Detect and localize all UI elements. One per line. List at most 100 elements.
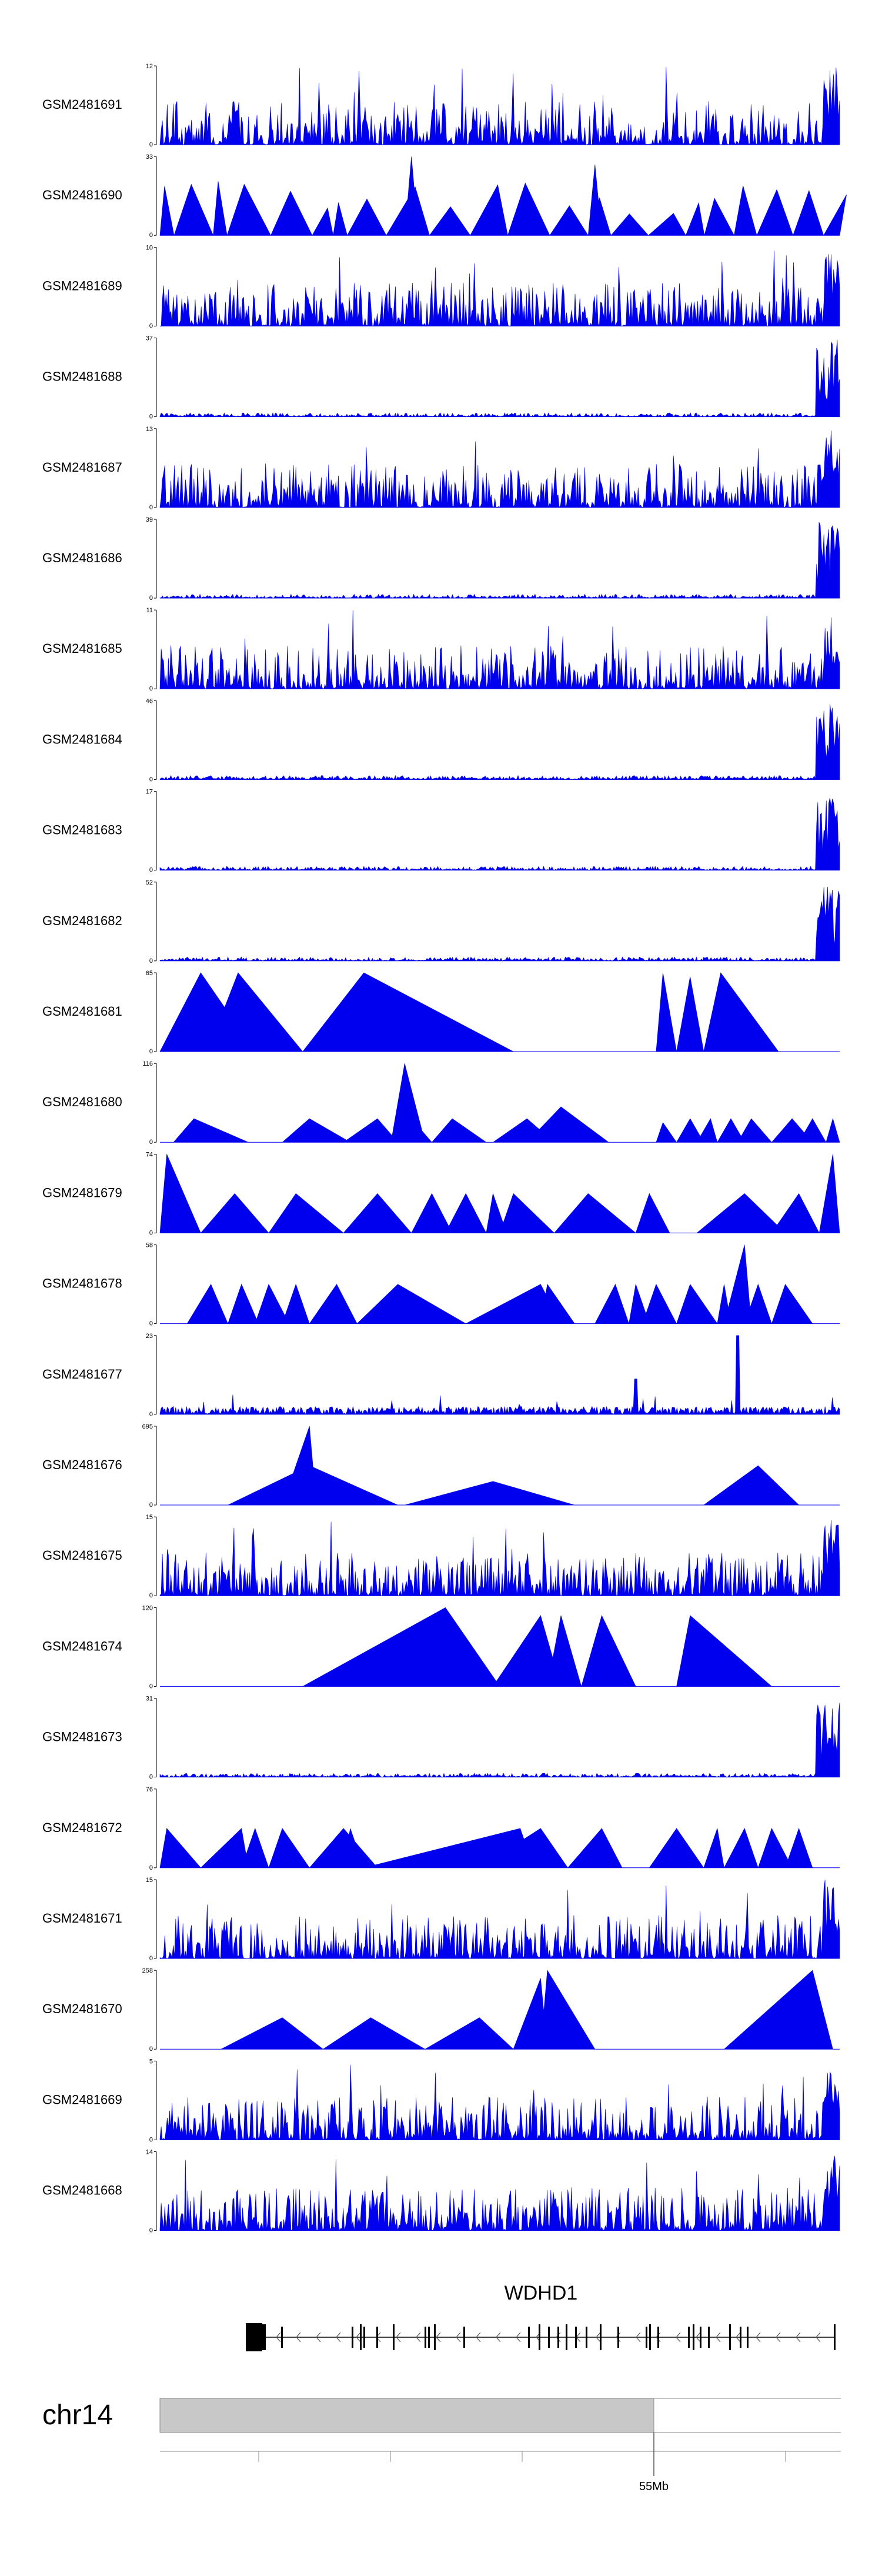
y-min-label: 0 (149, 322, 153, 329)
track-label: GSM2481678 (42, 1276, 122, 1291)
gene-track: WDHD1 (246, 2282, 836, 2351)
exon (434, 2324, 436, 2350)
track-gsm2481677: GSM2481677 23 0 (42, 1333, 840, 1418)
signal-area (159, 339, 840, 418)
signal-area (159, 1519, 840, 1596)
track-gsm2481688: GSM2481688 37 0 (42, 335, 840, 421)
signal-area (159, 703, 840, 780)
strand-arrow (816, 2332, 821, 2343)
signal-area (173, 1063, 840, 1143)
exon (281, 2327, 283, 2348)
strand-arrow (596, 2332, 601, 2343)
exon (693, 2324, 694, 2350)
y-max-label: 695 (142, 1423, 153, 1430)
exon (657, 2327, 659, 2348)
exon (539, 2324, 540, 2350)
y-min-label: 0 (149, 1320, 153, 1327)
y-min-label: 0 (149, 504, 153, 511)
signal-area (159, 1827, 813, 1868)
strand-arrow (756, 2332, 761, 2343)
y-min-label: 0 (149, 1955, 153, 1962)
chromosome-label: chr14 (42, 2400, 113, 2431)
signal-area (159, 798, 840, 871)
y-max-label: 10 (146, 244, 153, 251)
y-max-label: 76 (146, 1786, 153, 1793)
track-label: GSM2481682 (42, 913, 122, 928)
exon (376, 2327, 378, 2348)
signal-area (159, 1880, 840, 1960)
track-label: GSM2481672 (42, 1820, 122, 1835)
exon (557, 2327, 559, 2348)
track-gsm2481676: GSM2481676 695 0 (42, 1423, 840, 1509)
y-min-label: 0 (149, 1048, 153, 1055)
gene-name: WDHD1 (505, 2282, 578, 2304)
y-min-label: 0 (149, 1411, 153, 1418)
signal-area (159, 430, 840, 508)
signal-area (159, 972, 779, 1052)
signal-area (159, 2064, 840, 2141)
track-label: GSM2481681 (42, 1004, 122, 1019)
strand-arrow (796, 2332, 801, 2343)
track-gsm2481675: GSM2481675 15 0 (42, 1514, 840, 1599)
exon (834, 2324, 836, 2350)
signal-area (159, 156, 847, 236)
track-gsm2481691: GSM2481691 12 0 (42, 63, 840, 148)
track-gsm2481687: GSM2481687 13 0 (42, 426, 840, 511)
y-min-label: 0 (149, 1139, 153, 1146)
y-max-label: 258 (142, 1967, 153, 1974)
signal-area (159, 67, 840, 146)
signal-area (302, 1607, 773, 1687)
track-label: GSM2481673 (42, 1730, 122, 1744)
y-min-label: 0 (149, 1229, 153, 1236)
track-label: GSM2481689 (42, 278, 122, 293)
track-label: GSM2481676 (42, 1457, 122, 1472)
track-label: GSM2481686 (42, 550, 122, 565)
y-max-label: 33 (146, 154, 153, 161)
track-gsm2481680: GSM2481680 116 0 (42, 1060, 840, 1146)
chromosome-band-gray (159, 2398, 654, 2433)
track-gsm2481673: GSM2481673 31 0 (42, 1696, 840, 1781)
strand-arrow (496, 2332, 501, 2343)
signal-area (159, 1703, 840, 1778)
y-max-label: 12 (146, 63, 153, 70)
strand-arrow (296, 2332, 301, 2343)
y-min-label: 0 (149, 1683, 153, 1690)
track-label: GSM2481685 (42, 641, 122, 656)
exon (262, 2324, 266, 2350)
exon (528, 2327, 530, 2348)
track-gsm2481670: GSM2481670 258 0 (42, 1967, 840, 2053)
strand-arrow (456, 2332, 461, 2343)
y-min-label: 0 (149, 595, 153, 602)
y-max-label: 15 (146, 1514, 153, 1521)
track-label: GSM2481668 (42, 2183, 122, 2198)
exon (729, 2324, 731, 2350)
signal-area (228, 1426, 800, 1506)
exon (646, 2327, 647, 2348)
strand-arrow (276, 2332, 281, 2343)
track-label: GSM2481684 (42, 732, 122, 746)
gene-strand-arrows (276, 2332, 821, 2343)
track-label: GSM2481679 (42, 1185, 122, 1200)
track-gsm2481671: GSM2481671 15 0 (42, 1877, 840, 1962)
track-label: GSM2481688 (42, 369, 122, 384)
exon (363, 2327, 365, 2348)
track-label: GSM2481687 (42, 460, 122, 475)
exon (360, 2324, 362, 2350)
y-max-label: 14 (146, 2149, 153, 2156)
y-min-label: 0 (149, 1774, 153, 1781)
y-max-label: 58 (146, 1242, 153, 1249)
track-gsm2481678: GSM2481678 58 0 (42, 1242, 840, 1327)
exon (393, 2324, 395, 2350)
exon-utr (246, 2323, 262, 2351)
exon (586, 2327, 587, 2348)
y-max-label: 46 (146, 698, 153, 705)
track-gsm2481681: GSM2481681 65 0 (42, 970, 840, 1055)
y-max-label: 5 (149, 2058, 153, 2065)
track-gsm2481674: GSM2481674 120 0 (42, 1604, 840, 1690)
signal-area (186, 1244, 813, 1324)
strand-arrow (776, 2332, 781, 2343)
strand-arrow (436, 2332, 441, 2343)
strand-arrow (736, 2332, 741, 2343)
track-gsm2481685: GSM2481685 11 0 (42, 607, 840, 692)
